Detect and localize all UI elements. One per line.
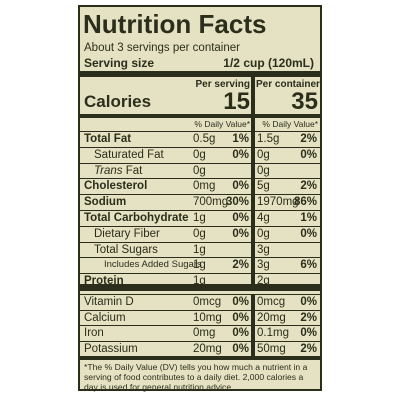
nutrient-name-rest: Fat — [125, 164, 143, 177]
nutrient-name: Potassium — [84, 342, 138, 355]
daily-value: 2% — [300, 311, 317, 324]
amount: 50mg — [257, 342, 286, 355]
daily-value: 0% — [300, 296, 317, 308]
column-header: Per container — [256, 79, 320, 90]
nutrient-name: Sodium — [84, 196, 127, 209]
rule — [251, 77, 255, 285]
dv-header: % Daily Value* — [262, 119, 318, 129]
amount: 20mg — [257, 311, 286, 324]
nutrient-name: Total Sugars — [94, 243, 158, 256]
rule — [80, 356, 320, 360]
amount: 4g — [257, 212, 270, 224]
amount: 1g — [193, 259, 206, 272]
nutrient-name: Total Fat — [84, 133, 132, 145]
rule — [80, 273, 320, 275]
amount: 0g — [257, 148, 270, 161]
amount: 3g — [257, 243, 270, 256]
amount: 0mcg — [257, 296, 286, 308]
nutrient-name: Vitamin D — [84, 296, 134, 308]
daily-value: 0% — [232, 311, 249, 324]
daily-value: 6% — [300, 259, 317, 272]
amount: 0mg — [193, 180, 216, 193]
daily-value: 0% — [232, 227, 249, 240]
rule — [80, 178, 320, 180]
rule — [80, 241, 320, 243]
amount: 0mcg — [193, 296, 222, 308]
dv-header: % Daily Value* — [194, 119, 250, 129]
amount: 0g — [193, 227, 206, 240]
daily-value: 0% — [232, 148, 249, 161]
rule — [80, 309, 320, 311]
amount: 5g — [257, 180, 270, 193]
amount: 1g — [193, 243, 206, 256]
daily-value: 1% — [300, 212, 317, 224]
amount: 3g — [257, 259, 270, 272]
daily-value: 0% — [300, 227, 317, 240]
daily-value: 0% — [232, 212, 249, 224]
serving-size-value: 1/2 cup (120mL) — [223, 56, 314, 70]
daily-value: 0% — [232, 296, 249, 308]
daily-value: 0% — [300, 327, 317, 340]
rule — [80, 284, 320, 291]
nutrient-name: Dietary Fiber — [94, 227, 160, 240]
daily-value: 2% — [232, 259, 249, 272]
rule — [80, 131, 320, 132]
column-header: Per serving — [195, 79, 250, 90]
calories-label: Calories — [84, 92, 152, 111]
daily-value: 1% — [232, 133, 249, 145]
rule — [80, 257, 320, 259]
daily-value: 2% — [300, 133, 317, 145]
serving-size-label: Serving size — [84, 56, 155, 70]
calories-value: 15 — [223, 88, 250, 115]
daily-value: 86% — [293, 196, 317, 209]
calories-value: 35 — [291, 88, 318, 115]
rule — [80, 325, 320, 327]
title: Nutrition Facts — [83, 9, 267, 39]
daily-value: 2% — [300, 180, 317, 193]
rule — [80, 194, 320, 196]
rule — [80, 114, 320, 118]
amount: 20mg — [193, 342, 222, 355]
amount: 1.5g — [257, 133, 280, 145]
amount: 0.5g — [193, 133, 216, 145]
amount: 0g — [193, 148, 206, 161]
rule — [80, 294, 320, 295]
servings: About 3 servings per container — [84, 42, 240, 54]
nutrient-name-italic: Trans — [94, 164, 123, 177]
nutrient-name: Includes Added Sugars — [104, 259, 202, 271]
footnote: *The % Daily Value (DV) tells you how mu… — [84, 362, 308, 392]
nutrient-name: Cholesterol — [84, 180, 148, 193]
rule — [80, 340, 320, 342]
nutrient-name: Trans Fat — [94, 165, 142, 177]
daily-value: 2% — [300, 342, 317, 355]
rule — [80, 162, 320, 164]
amount: 0g — [257, 227, 270, 240]
nutrient-name: Iron — [84, 327, 104, 340]
amount: 0g — [193, 164, 206, 177]
amount: 1g — [193, 212, 206, 224]
nutrition-label: Nutrition Facts About 3 servings per cont… — [78, 5, 322, 392]
rule — [251, 294, 255, 356]
amount: 700mg — [193, 196, 229, 209]
nutrient-name: Saturated Fat — [94, 148, 164, 161]
rule — [80, 71, 320, 77]
daily-value: 30% — [225, 196, 249, 209]
amount: 0.1mg — [257, 327, 289, 340]
nutrient-name: Calcium — [84, 311, 126, 324]
daily-value: 0% — [232, 327, 249, 340]
rule — [80, 146, 320, 148]
daily-value: 0% — [300, 148, 317, 161]
amount: 1970mg — [257, 196, 299, 209]
daily-value: 0% — [232, 342, 249, 355]
rule — [80, 225, 320, 227]
amount: 10mg — [193, 311, 222, 324]
nutrient-name: Total Carbohydrate — [84, 212, 189, 224]
daily-value: 0% — [232, 180, 249, 193]
amount: 0g — [257, 164, 270, 177]
amount: 0mg — [193, 327, 216, 340]
rule — [80, 210, 320, 211]
